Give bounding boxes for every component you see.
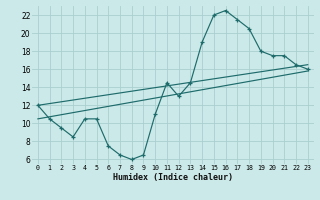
X-axis label: Humidex (Indice chaleur): Humidex (Indice chaleur): [113, 173, 233, 182]
